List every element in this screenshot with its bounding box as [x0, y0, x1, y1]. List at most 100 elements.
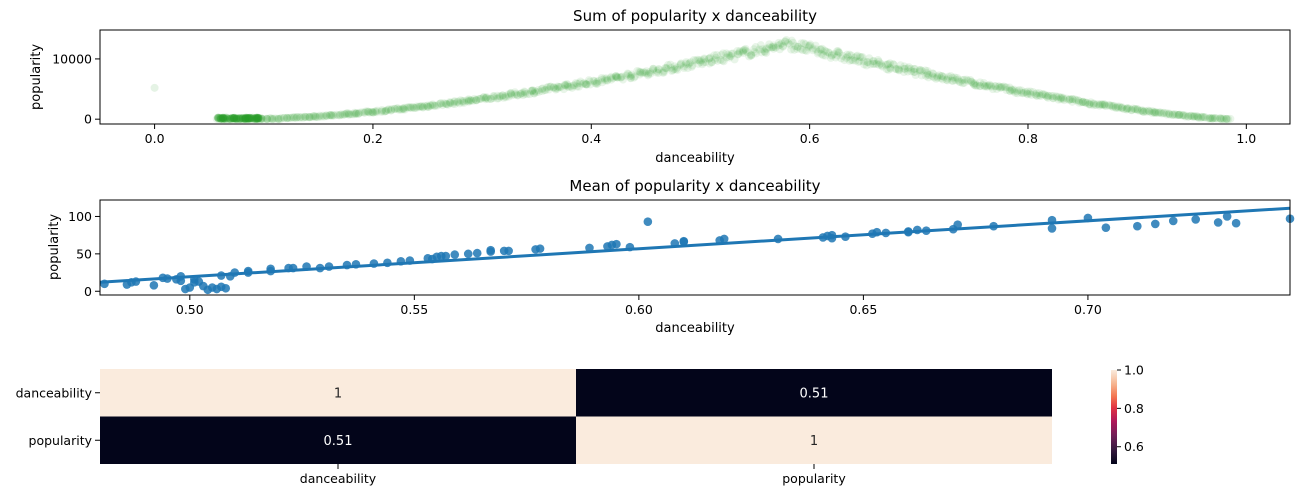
sum-point — [855, 57, 864, 66]
sum-point — [987, 82, 996, 91]
sum-point — [646, 69, 655, 78]
sum-point — [1125, 104, 1134, 113]
sum-point — [654, 68, 663, 77]
sum-point — [1211, 113, 1220, 122]
sum-point — [253, 115, 262, 124]
sum-point — [1200, 113, 1209, 122]
mean-point — [1133, 221, 1142, 231]
sum-point — [534, 86, 543, 95]
sum-point — [827, 51, 836, 60]
sum-point — [242, 114, 251, 123]
sum-point — [636, 67, 645, 76]
sum-point — [863, 58, 872, 67]
sum-point — [218, 113, 227, 122]
sum-point — [293, 112, 302, 121]
sum-point — [530, 89, 539, 98]
sum-point — [446, 98, 455, 107]
sum-point — [519, 91, 528, 100]
sum-point — [399, 104, 408, 113]
sum-point — [226, 114, 235, 123]
sum-point — [525, 90, 534, 99]
sum-point — [911, 70, 920, 79]
sum-point — [1010, 87, 1019, 96]
sum-point — [962, 75, 971, 84]
sum-x-tick-label: 0.0 — [145, 131, 165, 146]
sum-point — [436, 99, 445, 108]
sum-point — [1023, 89, 1032, 98]
sum-point — [1095, 100, 1104, 109]
sum-point — [305, 112, 314, 121]
sum-point — [699, 58, 708, 67]
mean-point — [643, 217, 653, 226]
sum-point — [787, 45, 796, 54]
sum-point — [458, 98, 467, 107]
sum-point — [1205, 114, 1214, 123]
sum-point — [242, 113, 251, 122]
sum-point — [592, 78, 601, 87]
sum-point — [1102, 101, 1111, 110]
sum-point — [371, 107, 380, 116]
sum-point — [538, 87, 547, 96]
sum-point — [642, 67, 651, 76]
sum-point — [999, 82, 1008, 91]
sum-point — [576, 77, 585, 86]
sum-point — [1166, 110, 1175, 119]
sum-point — [661, 64, 670, 73]
sum-point — [486, 94, 495, 103]
mean-point — [463, 249, 473, 259]
sum-point — [513, 91, 522, 100]
sum-point — [392, 104, 401, 113]
sum-point — [947, 76, 956, 85]
sum-point — [969, 79, 978, 88]
sum-point — [774, 41, 783, 50]
sum-point — [546, 82, 555, 91]
mean-point — [221, 283, 231, 293]
sum-x-tick-label: 0.8 — [1018, 131, 1038, 146]
sum-point — [622, 71, 631, 80]
sum-point — [682, 58, 691, 67]
sum-chart-title: Sum of popularity x danceability — [573, 7, 817, 25]
sum-point — [338, 111, 347, 120]
sum-point — [724, 50, 733, 59]
sum-x-tick-label: 0.2 — [363, 131, 383, 146]
sum-point — [251, 115, 260, 124]
sum-point — [506, 89, 515, 98]
sum-point — [250, 114, 259, 123]
sum-point — [556, 82, 565, 91]
sum-point — [917, 71, 926, 80]
sum-point — [213, 113, 222, 122]
sum-point — [214, 113, 223, 122]
sum-point — [489, 92, 498, 101]
sum-point — [743, 48, 752, 57]
sum-point — [991, 82, 1000, 91]
sum-point — [776, 40, 785, 49]
sum-point — [371, 107, 380, 116]
sum-point — [725, 51, 734, 60]
sum-point — [1216, 114, 1225, 123]
sum-point — [247, 114, 256, 123]
mean-point — [585, 243, 594, 253]
sum-y-ticks: 0 10000 — [52, 51, 100, 127]
sum-point — [520, 87, 529, 96]
sum-point — [1204, 114, 1213, 123]
sum-outlier-point — [150, 83, 159, 92]
sum-point — [467, 96, 476, 105]
mean-point — [149, 280, 159, 290]
sum-point — [330, 111, 339, 120]
sum-point — [1144, 106, 1153, 115]
sum-point — [713, 56, 722, 65]
sum-x-tick-label: 1.0 — [1236, 131, 1256, 146]
sum-point — [528, 86, 537, 95]
sum-point — [238, 114, 247, 123]
sum-point — [872, 59, 881, 68]
sum-point — [899, 68, 908, 77]
sum-point — [309, 112, 318, 121]
sum-point — [606, 73, 615, 82]
sum-point — [336, 110, 345, 119]
sum-point — [1049, 92, 1058, 101]
sum-point — [251, 115, 260, 124]
sum-point — [325, 111, 334, 120]
sum-point — [667, 66, 676, 75]
sum-point — [227, 115, 236, 124]
sum-point — [384, 105, 393, 114]
